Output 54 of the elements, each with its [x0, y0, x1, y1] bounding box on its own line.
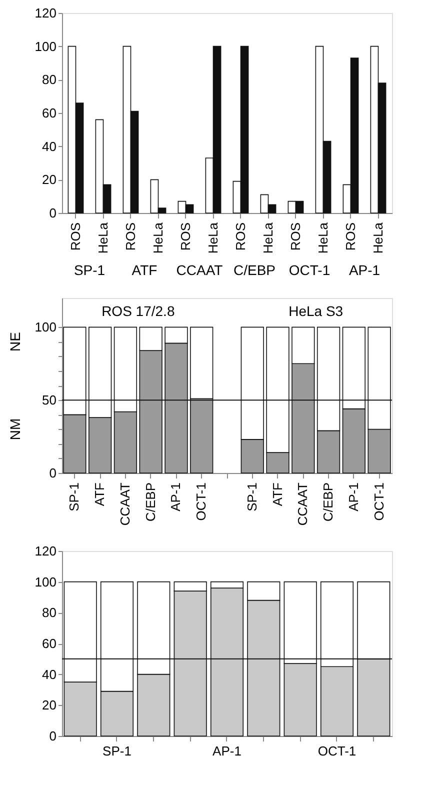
y-tick-label: 100	[34, 38, 56, 54]
y-tick-label: 20	[42, 172, 56, 188]
y-tick-label: 80	[42, 605, 56, 620]
text: SP-1	[74, 262, 106, 278]
x-tick-label: ATF	[270, 482, 285, 506]
x-tick-label: ATF	[92, 482, 108, 506]
y-tick-label: 60	[42, 636, 56, 651]
y-tick-label: 100	[34, 574, 56, 590]
x-tick-label: HeLa	[205, 222, 220, 254]
text: ATF	[132, 262, 158, 278]
x-tick-label: SP-1	[66, 482, 82, 512]
y-tick-label: 120	[34, 544, 56, 558]
text: CCAAT	[176, 262, 224, 278]
y-tick-label: 0	[49, 728, 56, 744]
y-tick-label: 100	[34, 320, 56, 335]
x-tick-label: C/EBP	[320, 482, 336, 522]
y-tick-label: 80	[42, 72, 56, 88]
text: NM	[7, 418, 23, 440]
x-tick-label: HeLa	[260, 222, 276, 254]
x-tick-label: HeLa	[315, 222, 330, 254]
text: OCT-1	[288, 262, 330, 278]
y-tick-label: 60	[42, 106, 56, 120]
x-tick-label: AP-1	[212, 744, 242, 758]
text: C/EBP	[233, 262, 276, 278]
x-tick-label: OCT-1	[318, 744, 356, 758]
y-tick-label: 40	[42, 138, 56, 154]
x-tick-label: HeLa	[95, 222, 110, 254]
x-tick-label: SP-1	[244, 482, 260, 512]
y-tick-label: 0	[49, 206, 56, 220]
y-tick-label: 20	[42, 698, 56, 713]
x-tick-label: ROS	[232, 222, 248, 251]
annotation: HeLa S3	[288, 303, 344, 319]
x-tick-label: OCT-1	[371, 482, 386, 521]
x-tick-label: C/EBP	[142, 482, 158, 522]
annotation: ROS 17/2.8	[102, 303, 175, 319]
y-tick-label: 120	[34, 6, 56, 20]
x-tick-label: OCT-1	[194, 482, 209, 521]
x-tick-label: ROS	[122, 222, 138, 251]
x-tick-label: CCAAT	[117, 482, 132, 526]
x-tick-label: ROS	[178, 222, 193, 251]
y-tick-label: 50	[42, 392, 56, 408]
y-tick-label: 0	[49, 466, 56, 480]
x-tick-label: ROS	[288, 222, 303, 251]
x-tick-label: ROS	[342, 222, 358, 251]
x-tick-label: AP-1	[346, 482, 361, 512]
x-tick-label: HeLa	[150, 222, 166, 254]
x-tick-label: SP-1	[102, 744, 132, 758]
y-tick-label: 40	[42, 666, 56, 682]
x-tick-label: CCAAT	[295, 482, 310, 526]
x-tick-label: ROS	[68, 222, 83, 251]
x-tick-label: AP-1	[168, 482, 184, 512]
text: AP-1	[348, 262, 380, 278]
text: NE	[7, 332, 23, 352]
x-tick-label: HeLa	[370, 222, 386, 254]
